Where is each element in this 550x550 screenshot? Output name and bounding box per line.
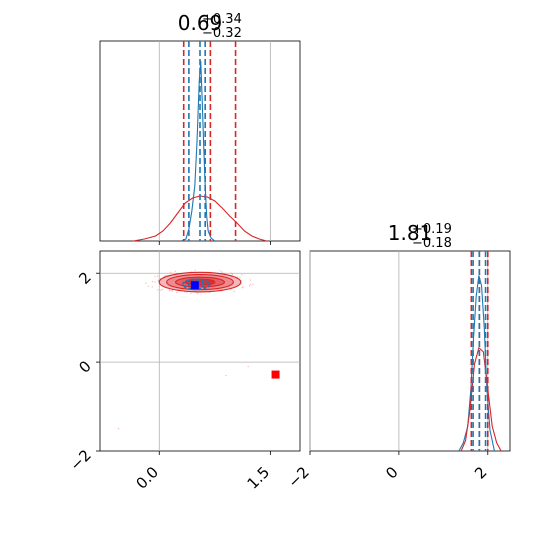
y-tick-label: 2	[75, 268, 94, 287]
scatter-point	[186, 292, 188, 294]
scatter-point	[230, 272, 232, 274]
scatter-point	[231, 273, 233, 275]
x-tick-label: 1.5	[244, 463, 274, 493]
y-tick-label: −2	[66, 446, 94, 474]
scatter-point	[154, 281, 156, 283]
panel-bottom-left	[99, 250, 301, 452]
marker	[190, 281, 199, 290]
scatter-point	[171, 289, 174, 291]
panel-title-minus: −0.32	[202, 26, 242, 41]
scatter-point	[145, 282, 147, 284]
scatter-point	[240, 283, 243, 285]
scatter-point	[249, 279, 252, 281]
scatter-point	[242, 286, 244, 288]
scatter-point	[176, 292, 178, 294]
contour-level-blue	[181, 278, 211, 291]
scatter-point	[221, 271, 223, 273]
panel-title-plus: +0.19	[412, 222, 452, 237]
scatter-point	[194, 269, 196, 272]
contour-level-blue	[187, 280, 205, 289]
x-tick-label: −2	[284, 463, 312, 491]
scatter-point	[160, 289, 162, 291]
scatter-point	[236, 276, 239, 278]
panel-title-plus: +0.34	[202, 12, 242, 27]
scatter-point	[117, 428, 120, 430]
panel-title-minus: −0.18	[412, 236, 452, 251]
scatter-point	[239, 276, 241, 279]
hist-line	[458, 275, 495, 452]
panel-title: 1.81	[388, 221, 433, 245]
scatter-point	[247, 365, 249, 368]
x-tick-label: 2	[471, 463, 490, 482]
x-tick-label: 0.0	[132, 463, 162, 493]
scatter-point	[151, 286, 153, 288]
scatter-point	[233, 290, 235, 293]
scatter-point	[174, 270, 177, 272]
panel-frame	[99, 250, 301, 452]
scatter-point	[151, 280, 154, 283]
y-tick-label: 0	[75, 357, 94, 376]
panel-title: 0.69	[178, 11, 223, 35]
scatter-point	[197, 292, 199, 295]
hist-line	[460, 346, 502, 452]
scatter-point	[147, 285, 150, 287]
scatter-point	[170, 271, 172, 274]
panel-bottom-right: 1.81 +0.19 −0.18	[309, 221, 511, 452]
scatter-point	[249, 283, 252, 286]
scatter-point	[157, 279, 159, 281]
marker	[271, 370, 280, 379]
scatter-point	[209, 291, 211, 294]
scatter-point	[219, 270, 221, 272]
scatter-point	[252, 283, 254, 286]
scatter-point	[248, 285, 251, 287]
scatter-point	[161, 288, 163, 291]
scatter-point	[240, 274, 243, 276]
scatter-point	[169, 289, 171, 291]
scatter-point	[157, 289, 159, 291]
scatter-point	[190, 292, 192, 295]
scatter-point	[154, 275, 156, 277]
x-tick-label: 0	[382, 463, 401, 482]
hist-line	[133, 195, 267, 242]
scatter-point	[225, 374, 227, 377]
scatter-point	[156, 275, 159, 277]
